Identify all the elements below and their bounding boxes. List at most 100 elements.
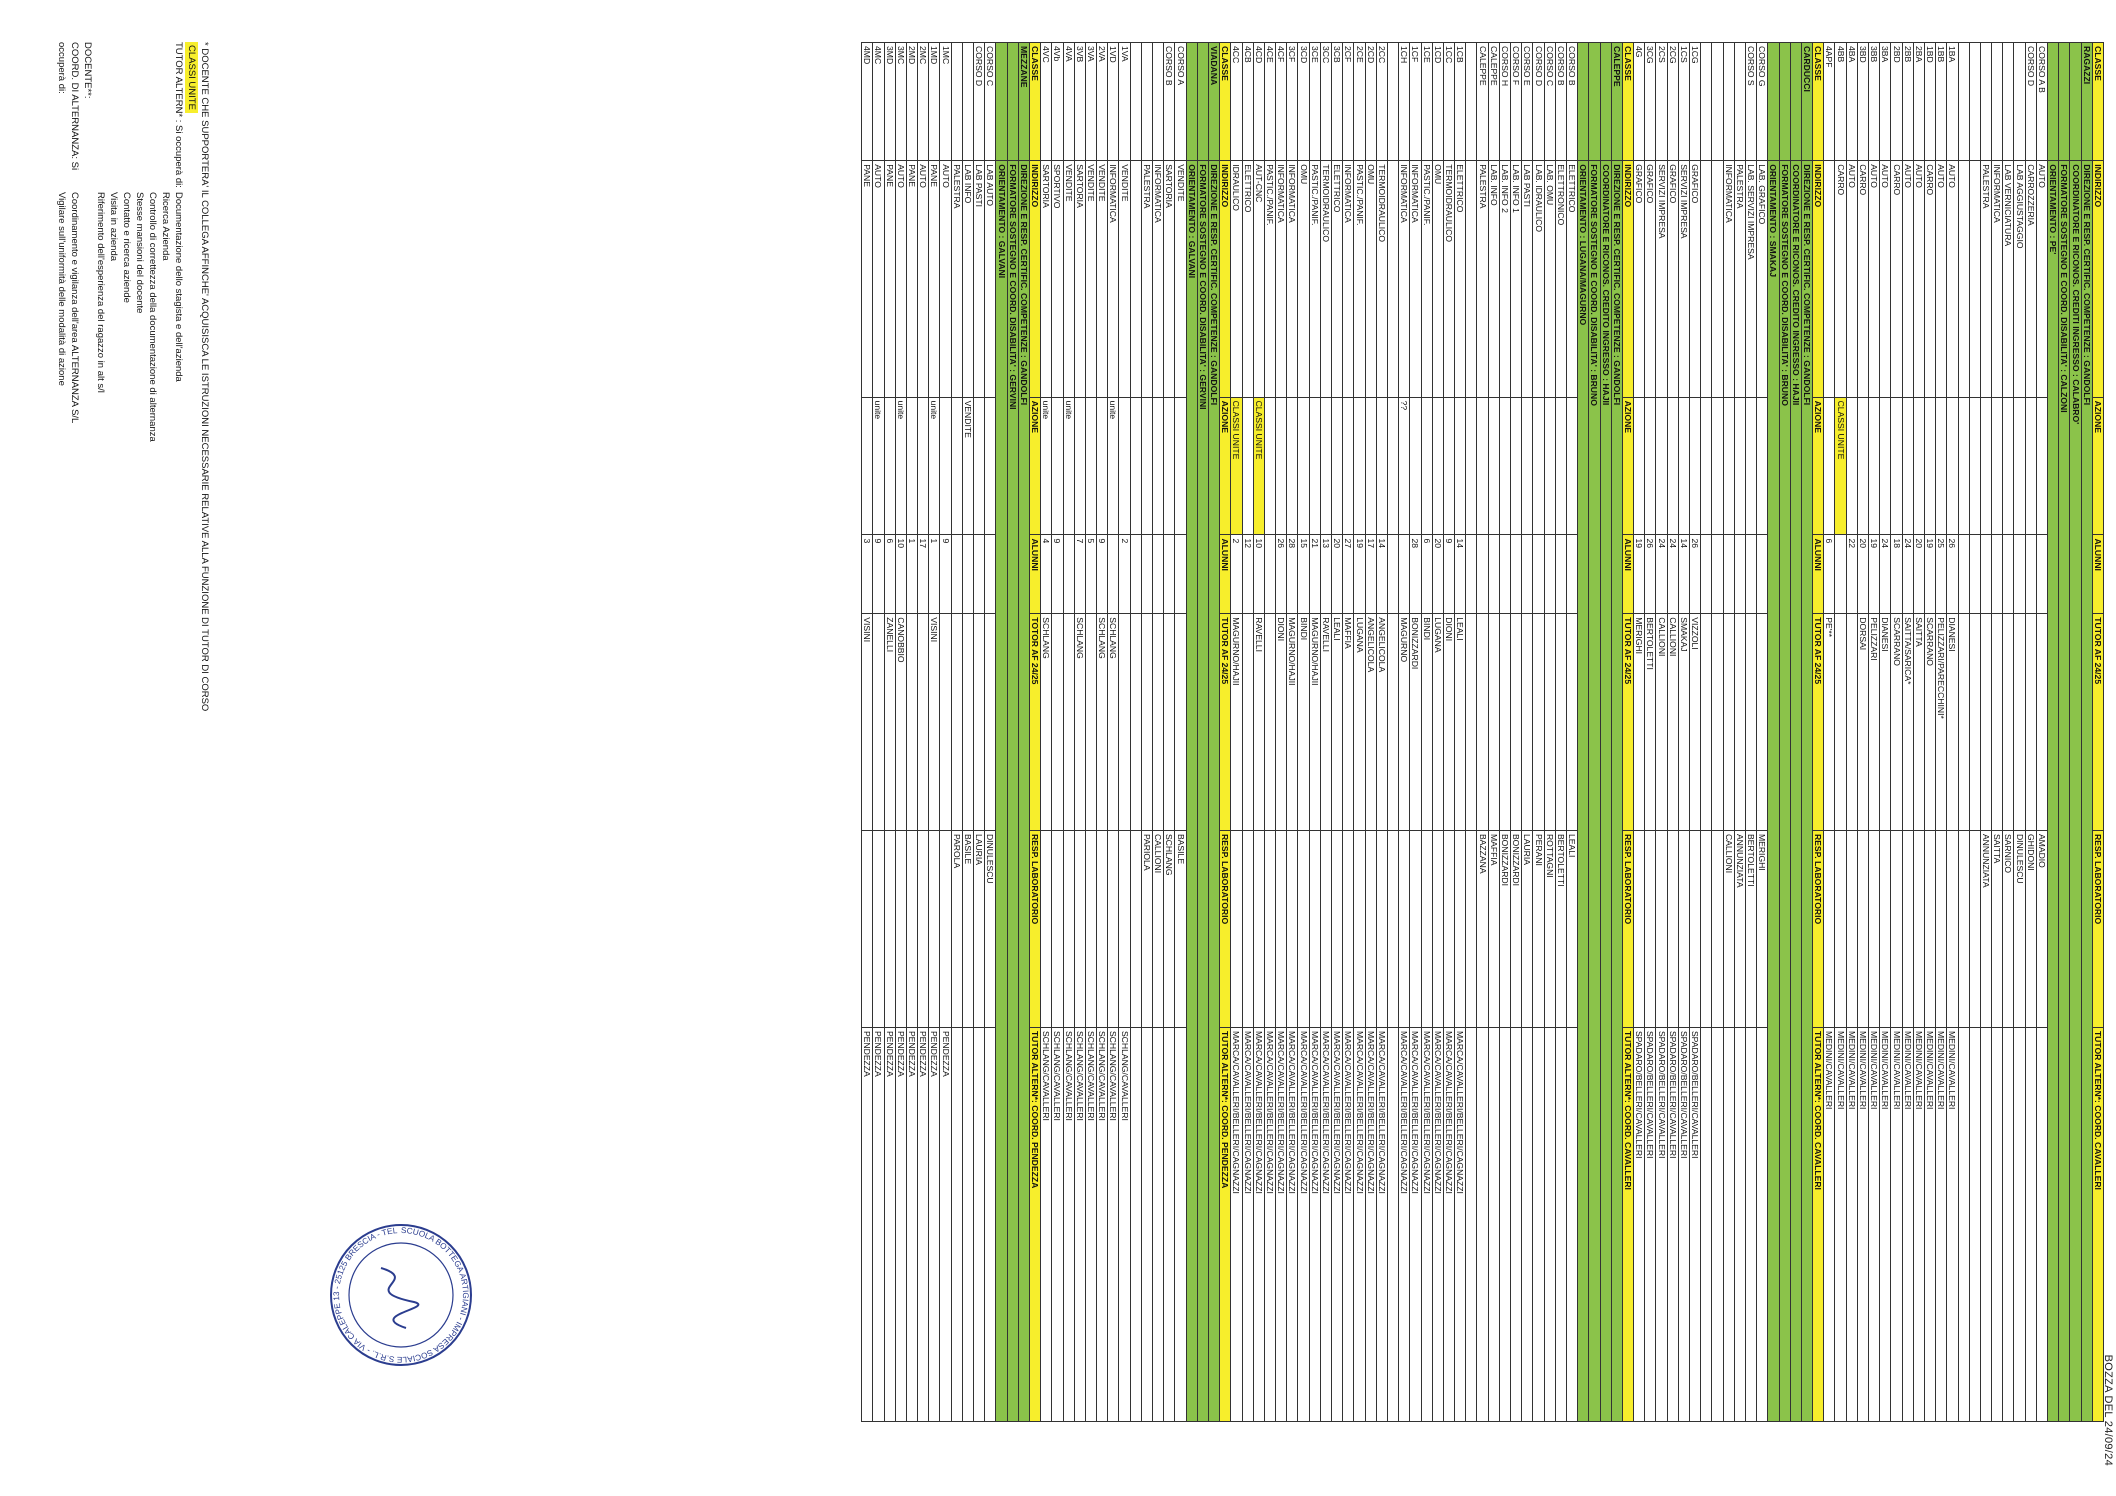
site-name: CARDUCCI [1801, 42, 1813, 161]
role-row: RAGAZZI DIREZIONE E RESP. CERTIFIC. COMPE… [2081, 42, 2093, 1422]
note-tutor-altern-label: TUTOR ALTERN* : Si occuperà di: [173, 42, 184, 188]
cell-students: 17 [1365, 534, 1377, 614]
cell-class: CORSO C [1544, 42, 1556, 161]
cell-tutor [1163, 613, 1175, 831]
cell-action [951, 397, 963, 535]
note-tutor-altern-item: Ricerca Azienda [160, 192, 171, 261]
cell-course [1700, 160, 1712, 398]
cell-lab-resp [1454, 830, 1466, 1028]
note-tutor-altern-item: Contatto e ricerca aziende [121, 192, 132, 303]
cell-action [1119, 397, 1131, 535]
cell-course: INFORMATICA [1275, 160, 1287, 398]
cell-lab-resp: BERTOLETTI [1745, 830, 1757, 1028]
note-tutor-support: * DOCENTE CHE SUPPORTERA' IL COLLEGA AFF… [199, 42, 210, 712]
cell-tutor-altern: SCHLANG/CAVALLERI [1096, 1027, 1108, 1422]
role-row: COORDINATORE E RICONOS. CREDITI INGRESSO… [2069, 42, 2082, 1422]
cell-action [1823, 397, 1835, 535]
cell-course: PALESTRA [1141, 160, 1153, 398]
cell-tutor: RAVELLI [1320, 613, 1332, 831]
cell-lab-resp: MERIGHI [1756, 830, 1768, 1028]
table-row: LAB VERNICIATURA SARNICO [2002, 42, 2014, 1422]
cell-course: CARRO [1890, 160, 1903, 398]
cell-lab-resp: LAURIA [973, 830, 985, 1028]
cell-tutor: ZANELLI [884, 613, 896, 831]
cell-course: LAB AUTO [984, 160, 996, 398]
cell-course: PANE [884, 160, 896, 398]
cell-lab-resp [872, 830, 885, 1028]
cell-lab-resp [1913, 830, 1925, 1028]
cell-tutor [962, 613, 974, 831]
note-tutor-altern-item: Stesse mansioni del docente [134, 192, 145, 314]
cell-students: 5 [1085, 534, 1097, 614]
table-row: 3CD OMU 15 BINDI MARCA/CAVALLERI/BELLERI/CAG… [1298, 42, 1310, 1422]
table-row: 1MC AUTO 9 PENDEZZA [940, 42, 952, 1422]
cell-tutor-altern [1174, 1027, 1187, 1422]
cell-class: 1CB [1454, 42, 1466, 161]
cell-tutor-altern: SCHLANG/CAVALLERI [1040, 1027, 1052, 1422]
cell-lab-resp [1924, 830, 1936, 1028]
cell-students: 14 [1678, 534, 1690, 614]
cell-tutor-altern: SCHLANG/CAVALLERI [1085, 1027, 1097, 1422]
cell-course: AUT-CNC [1253, 160, 1265, 398]
cell-lab-resp: LAURIA [1521, 830, 1533, 1028]
cell-action [1376, 397, 1388, 535]
cell-action [1857, 397, 1869, 535]
cell-class: 4VC [1040, 42, 1052, 161]
cell-tutor-altern [962, 1027, 974, 1422]
cell-course: INFORMATICA [1286, 160, 1298, 398]
cell-course: PALESTRA [951, 160, 963, 398]
table-row: 4APF 6 PE'** MEDINI/CAVALLERI [1823, 42, 1835, 1422]
cell-students [2014, 534, 2026, 614]
role-assignment: FORMATORE SOSTEGNO E COORD. DISABILITA' … [2058, 160, 2070, 1422]
note-docente-label: DOCENTE**: [82, 42, 93, 99]
header-action: AZIONE [1812, 397, 1824, 535]
cell-class [1152, 42, 1164, 161]
cell-course: CARRO [1835, 160, 1847, 398]
cell-students: 14 [1376, 534, 1388, 614]
cell-lab-resp [1130, 830, 1142, 1028]
header-course: INDIRIZZO [1029, 160, 1041, 398]
cell-students [1835, 534, 1847, 614]
cell-class: 2MC [917, 42, 929, 161]
table-row: 3VB SARTORIA 7 SCHLANG SCHLANG/CAVALLERI [1074, 42, 1086, 1422]
cell-students [1544, 534, 1556, 614]
cell-tutor-altern [1152, 1027, 1164, 1422]
role-row: FORMATORE SOSTEGNO E COORD. DISABILITA' … [1779, 42, 1791, 1422]
cell-tutor [1723, 613, 1735, 831]
cell-students [1107, 534, 1119, 614]
cell-students: 28 [1409, 534, 1422, 614]
cell-course: AUTO [1868, 160, 1880, 398]
cell-action [1644, 397, 1656, 535]
cell-tutor [906, 613, 918, 831]
table-row: 2VA VENDITE 9 SCHLANG SCHLANG/CAVALLERI [1096, 42, 1108, 1422]
table-row: PALESTRA PAROLA [951, 42, 963, 1422]
table-row: 3CC TERMOIDRAULICO 13 RAVELLI MARCA/CAVALLER… [1320, 42, 1332, 1422]
cell-students [984, 534, 996, 614]
cell-action [1890, 397, 1903, 535]
header-class: CLASSE [1029, 42, 1041, 161]
cell-tutor-altern [1734, 1027, 1746, 1422]
cell-tutor-altern: SPADARO/BELLERI/CAVALLERI [1644, 1027, 1656, 1422]
cell-lab-resp [1656, 830, 1668, 1028]
cell-tutor-altern: MARCA/CAVALLERI/BELLERI/CAGNAZZI [1342, 1027, 1354, 1422]
cell-students [1969, 534, 1981, 614]
cell-course: PASTIC./PANIF. [1353, 160, 1366, 398]
cell-tutor-altern: SPADARO/BELLERI/CAVALLERI [1678, 1027, 1690, 1422]
cell-tutor-altern: MARCA/CAVALLERI/BELLERI/CAGNAZZI [1432, 1027, 1444, 1422]
cell-tutor [1063, 613, 1075, 831]
cell-action: unite [895, 397, 907, 535]
table-row [1387, 42, 1399, 1422]
cell-action [1756, 397, 1768, 535]
cell-students: 6 [1421, 534, 1433, 614]
cell-lab-resp [1879, 830, 1891, 1028]
cell-class: 2VA [1096, 42, 1108, 161]
cell-course: GRAFICO [1689, 160, 1701, 398]
cell-tutor-altern [2014, 1027, 2026, 1422]
cell-course: VENDITE [1174, 160, 1187, 398]
cell-class: 4CE [1264, 42, 1276, 161]
cell-action [1174, 397, 1187, 535]
cell-tutor: DIONI [1443, 613, 1455, 831]
cell-tutor [1846, 613, 1858, 831]
cell-tutor: SCARRANO [1924, 613, 1936, 831]
cell-students [1130, 534, 1142, 614]
